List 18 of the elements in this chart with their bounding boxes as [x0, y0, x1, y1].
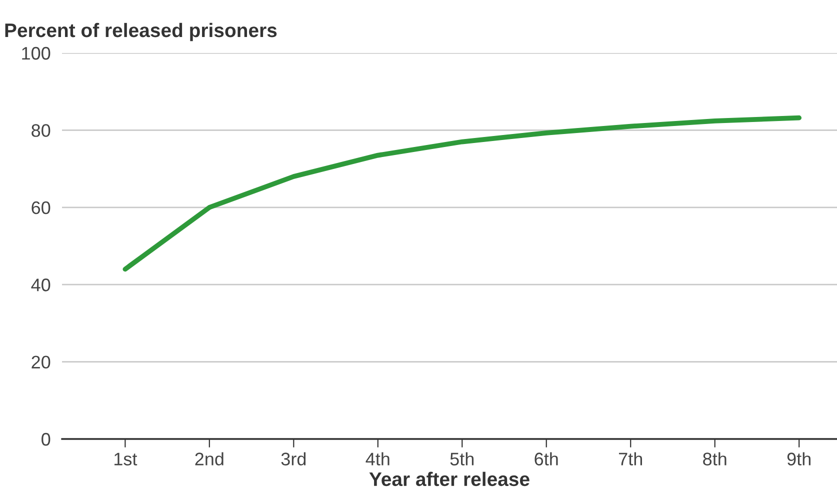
x-axis-title: Year after release — [369, 472, 530, 486]
x-tick-label: 8th — [703, 452, 726, 466]
x-tick-label: 3rd — [281, 452, 306, 466]
x-tick-label: 1st — [114, 452, 138, 466]
x-tick-label: 5th — [450, 452, 474, 466]
y-tick-label: 100 — [22, 46, 50, 60]
x-tick-label: 2nd — [195, 452, 224, 466]
x-tick-label: 7th — [618, 452, 642, 466]
y-axis-title: Percent of released prisoners — [5, 22, 277, 42]
y-tick-label: 60 — [32, 201, 50, 214]
x-tick-label: 4th — [366, 452, 390, 466]
line-series — [122, 115, 802, 272]
x-tick-label: 6th — [534, 452, 558, 466]
y-tick-label: 20 — [32, 356, 50, 369]
y-tick-label: 80 — [32, 124, 50, 137]
y-tick-label: 40 — [31, 278, 50, 292]
x-tick-label: 9th — [787, 452, 810, 466]
y-tick-label: 0 — [42, 432, 50, 446]
